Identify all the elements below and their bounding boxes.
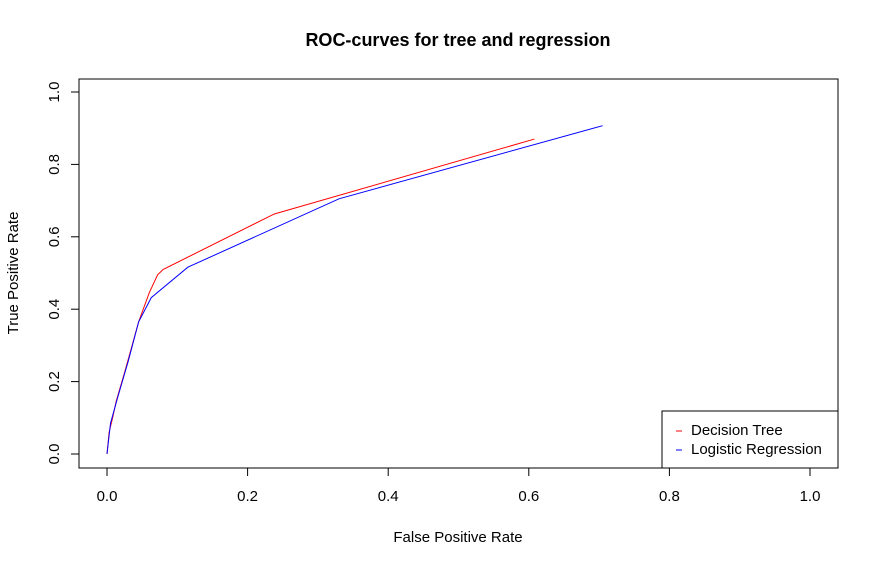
y-tick-label: 1.0 [46,82,63,103]
legend: Decision Tree Logistic Regression [661,410,839,469]
chart-title: ROC-curves for tree and regression [305,30,610,50]
y-tick-label: 0.4 [46,299,63,320]
y-axis: 0.0 0.2 0.4 0.6 0.8 1.0 [46,82,80,465]
legend-label: Logistic Regression [691,441,822,458]
y-tick-label: 0.0 [46,444,63,465]
x-tick-label: 0.0 [97,488,118,505]
x-axis-label: False Positive Rate [393,529,522,546]
y-tick-label: 0.2 [46,371,63,392]
x-axis: 0.0 0.2 0.4 0.6 0.8 1.0 [97,467,821,505]
x-tick-label: 0.2 [237,488,258,505]
x-tick-label: 0.4 [378,488,399,505]
plot-area [78,78,839,469]
x-tick-label: 1.0 [800,488,821,505]
plot-frame [78,78,839,469]
y-tick-label: 0.8 [46,154,63,175]
legend-label: Decision Tree [691,422,783,439]
legend-box [661,410,839,469]
series-lines [106,125,603,455]
y-tick-label: 0.6 [46,226,63,247]
y-axis-label: True Positive Rate [5,212,22,335]
x-tick-label: 0.8 [659,488,680,505]
series-line-0 [106,138,535,455]
series-line-1 [106,125,603,455]
x-tick-label: 0.6 [518,488,539,505]
